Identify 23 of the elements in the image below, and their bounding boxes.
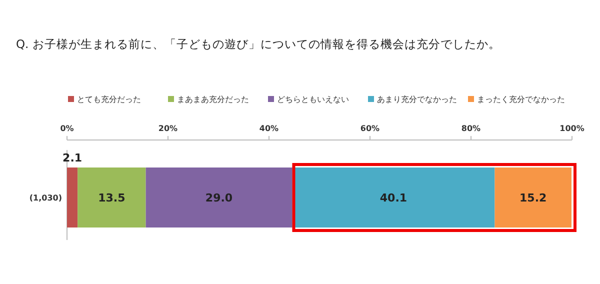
text: 2.1 (62, 152, 82, 164)
bar (146, 168, 292, 228)
legend-label: とても充分だった (77, 95, 141, 104)
legend-label: あまり充分でなかった (377, 95, 457, 104)
chart-title: Q. お子様が生まれる前に、「子どもの遊び」についての情報を得る機会は充分でしたか。 (16, 37, 500, 51)
text: 15.2 (520, 192, 547, 204)
x-tick-label: 80% (461, 124, 481, 133)
legend-label: まあまあ充分だった (177, 95, 249, 104)
x-tick-label: 100% (560, 124, 584, 133)
bar (292, 168, 495, 228)
x-tick-label: 0% (60, 124, 74, 133)
legend-label: どちらともいえない (277, 95, 349, 104)
bar (494, 168, 572, 228)
x-tick-label: 40% (259, 124, 279, 133)
bar (78, 168, 146, 228)
text: 29.0 (205, 192, 233, 204)
text: 13.5 (98, 192, 126, 204)
bar (67, 168, 78, 228)
y-tick-label: (1,030) (29, 194, 62, 202)
x-tick-label: 20% (158, 124, 178, 133)
x-tick-label: 60% (360, 124, 380, 133)
text: 40.1 (380, 192, 408, 204)
legend-label: まったく充分でなかった (477, 95, 565, 104)
